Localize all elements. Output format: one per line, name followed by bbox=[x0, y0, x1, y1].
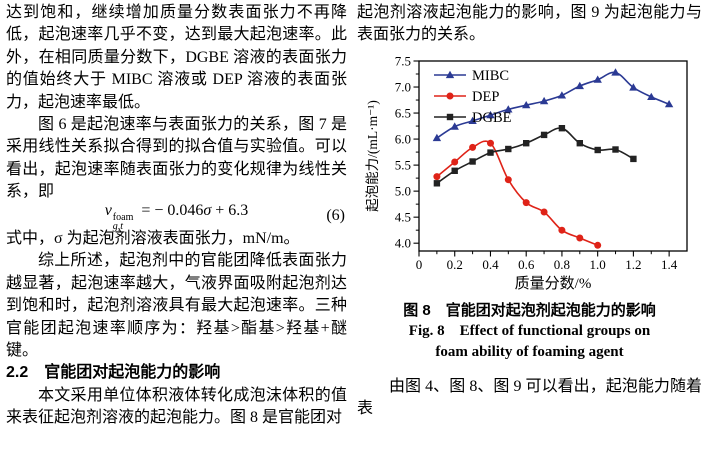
circle-marker bbox=[540, 208, 548, 216]
circle-marker bbox=[433, 172, 441, 180]
triangle-marker bbox=[647, 92, 656, 100]
triangle-marker bbox=[468, 116, 477, 124]
x-tick-label: 0 bbox=[416, 257, 423, 272]
triangle-marker bbox=[539, 96, 549, 105]
right-column: 起泡剂溶液起泡能力的影响，图 9 为起泡能力与表面张力的关系。 0 0.2 0.4 0… bbox=[357, 2, 702, 421]
legend-item-DEP: DEP bbox=[434, 89, 499, 105]
square-marker bbox=[487, 149, 494, 156]
triangle-marker bbox=[557, 91, 567, 99]
triangle-marker bbox=[504, 105, 513, 113]
equation-number: (6) bbox=[326, 206, 345, 224]
y-tick-label: 4.0 bbox=[395, 236, 411, 251]
square-marker bbox=[523, 139, 530, 147]
paragraph: 本文采用单位体积液体转化成泡沫体积的值来表征起泡剂溶液的起泡能力。图 8 是官能… bbox=[6, 386, 347, 427]
square-marker bbox=[540, 131, 548, 138]
circle-marker bbox=[576, 234, 584, 242]
legend-item-DGBE: DGBE bbox=[434, 110, 512, 126]
triangle-marker bbox=[664, 99, 674, 108]
left-column: 达到饱和，继续增加质量分数表面张力不再降低，起泡速率几乎不变，达到最大起泡速率。… bbox=[6, 2, 347, 430]
x-tick-label: 0.8 bbox=[554, 257, 570, 272]
figure-chart: 0 0.2 0.4 0.6 0.8 1.0 1.2 1.4 4.0 4.5 5.0 5.5 6.0 6.5… bbox=[365, 53, 688, 292]
circle-marker bbox=[594, 241, 602, 249]
triangle-marker bbox=[611, 68, 620, 76]
square-marker bbox=[612, 146, 619, 153]
x-tick-label: 1.4 bbox=[661, 257, 678, 272]
figure-caption-en-line1: Fig. 8 Effect of functional groups on bbox=[408, 322, 651, 339]
equation-rhs: = − 0.046 bbox=[141, 201, 204, 219]
plot-frame bbox=[418, 60, 688, 252]
circle-marker bbox=[446, 92, 454, 100]
x-tick-label: 1.2 bbox=[625, 257, 641, 272]
circle-marker bbox=[469, 143, 477, 151]
square-marker bbox=[451, 167, 458, 174]
legend-item-MIBC: MIBC bbox=[434, 68, 509, 84]
x-tick-label: 1.0 bbox=[590, 257, 606, 272]
equation-superscript: foam bbox=[112, 211, 134, 223]
series-line-DEP bbox=[436, 140, 599, 246]
legend-label: MIBC bbox=[472, 68, 509, 84]
equation-sigma: σ bbox=[203, 201, 212, 219]
triangle-marker bbox=[575, 81, 584, 89]
circle-marker bbox=[451, 158, 459, 166]
y-tick-label: 7.5 bbox=[395, 53, 411, 68]
x-tick-label: 0.6 bbox=[518, 257, 535, 272]
y-tick-label: 7.0 bbox=[395, 79, 411, 94]
equation-supsub: foam g,t bbox=[113, 213, 134, 232]
triangle-marker bbox=[593, 75, 602, 83]
square-marker bbox=[505, 145, 512, 153]
square-marker bbox=[446, 113, 454, 121]
circle-marker bbox=[558, 226, 566, 234]
equation-6: v foam g,t = − 0.046σ + 6.3 (6) bbox=[6, 202, 347, 232]
legend-label: DGBE bbox=[472, 110, 512, 126]
equation-formula: v foam g,t = − 0.046σ + 6.3 bbox=[105, 200, 249, 232]
square-marker bbox=[576, 139, 583, 147]
paragraph-continuation: 起泡剂溶液起泡能力的影响，图 9 为起泡能力与表面张力的关系。 bbox=[357, 4, 702, 44]
figure-8: 0 0.2 0.4 0.6 0.8 1.0 1.2 1.4 4.0 4.5 5.0 5.5 6.0 6.5… bbox=[363, 53, 702, 295]
circle-marker bbox=[487, 139, 494, 147]
triangle-marker bbox=[432, 133, 442, 141]
square-marker bbox=[594, 146, 601, 154]
equation-variable: v bbox=[104, 201, 112, 219]
figure-caption-cn: 图 8 官能团对起泡剂起泡能力的影响 bbox=[403, 301, 656, 319]
triangle-marker bbox=[445, 70, 455, 78]
square-marker bbox=[433, 179, 441, 187]
square-marker bbox=[469, 158, 476, 165]
square-marker bbox=[558, 124, 566, 132]
square-marker bbox=[630, 155, 637, 162]
section-heading-2-2: 2.2 官能团对起泡能力的影响 bbox=[6, 364, 221, 382]
x-tick-label: 0.4 bbox=[482, 257, 499, 272]
triangle-marker bbox=[486, 110, 495, 119]
series-line-DGBE bbox=[436, 127, 634, 184]
y-tick-label: 4.5 bbox=[395, 209, 411, 224]
y-tick-label: 5.0 bbox=[395, 183, 411, 198]
paragraph: 综上所述，起泡剂中的官能团降低表面张力越显著，起泡速率越大，气液界面吸附起泡剂达… bbox=[6, 252, 347, 360]
equation-tail: + 6.3 bbox=[211, 201, 249, 219]
y-tick-label: 5.5 bbox=[395, 157, 411, 172]
paragraph: 图 6 是起泡速率与表面张力的关系，图 7 是采用线性关系拟合得到的拟合值与实验… bbox=[6, 116, 347, 201]
paragraph: 由图 4、图 8、图 9 可以看出，起泡能力随着表 bbox=[357, 377, 702, 418]
circle-marker bbox=[504, 176, 512, 184]
triangle-marker bbox=[450, 122, 459, 130]
triangle-marker bbox=[522, 100, 531, 109]
y-axis-label: 起泡能力/(mL·m⁻¹) bbox=[365, 100, 380, 212]
y-tick-label: 6.5 bbox=[395, 105, 411, 120]
equation-subscript: g,t bbox=[112, 221, 124, 233]
figure-caption-en-line2: foam ability of foaming agent bbox=[435, 343, 624, 360]
circle-marker bbox=[522, 198, 530, 206]
paragraph-continuation: 达到饱和，继续增加质量分数表面张力不再降低，起泡速率几乎不变，达到最大起泡速率。… bbox=[6, 4, 347, 111]
legend-label: DEP bbox=[472, 89, 499, 105]
paragraph: 式中，σ 为起泡剂溶液表面张力，mN/m。 bbox=[6, 230, 300, 248]
y-tick-label: 6.0 bbox=[395, 131, 411, 146]
x-tick-label: 0.2 bbox=[447, 257, 463, 272]
triangle-marker bbox=[629, 83, 638, 91]
x-axis-label: 质量分数/% bbox=[515, 275, 592, 292]
